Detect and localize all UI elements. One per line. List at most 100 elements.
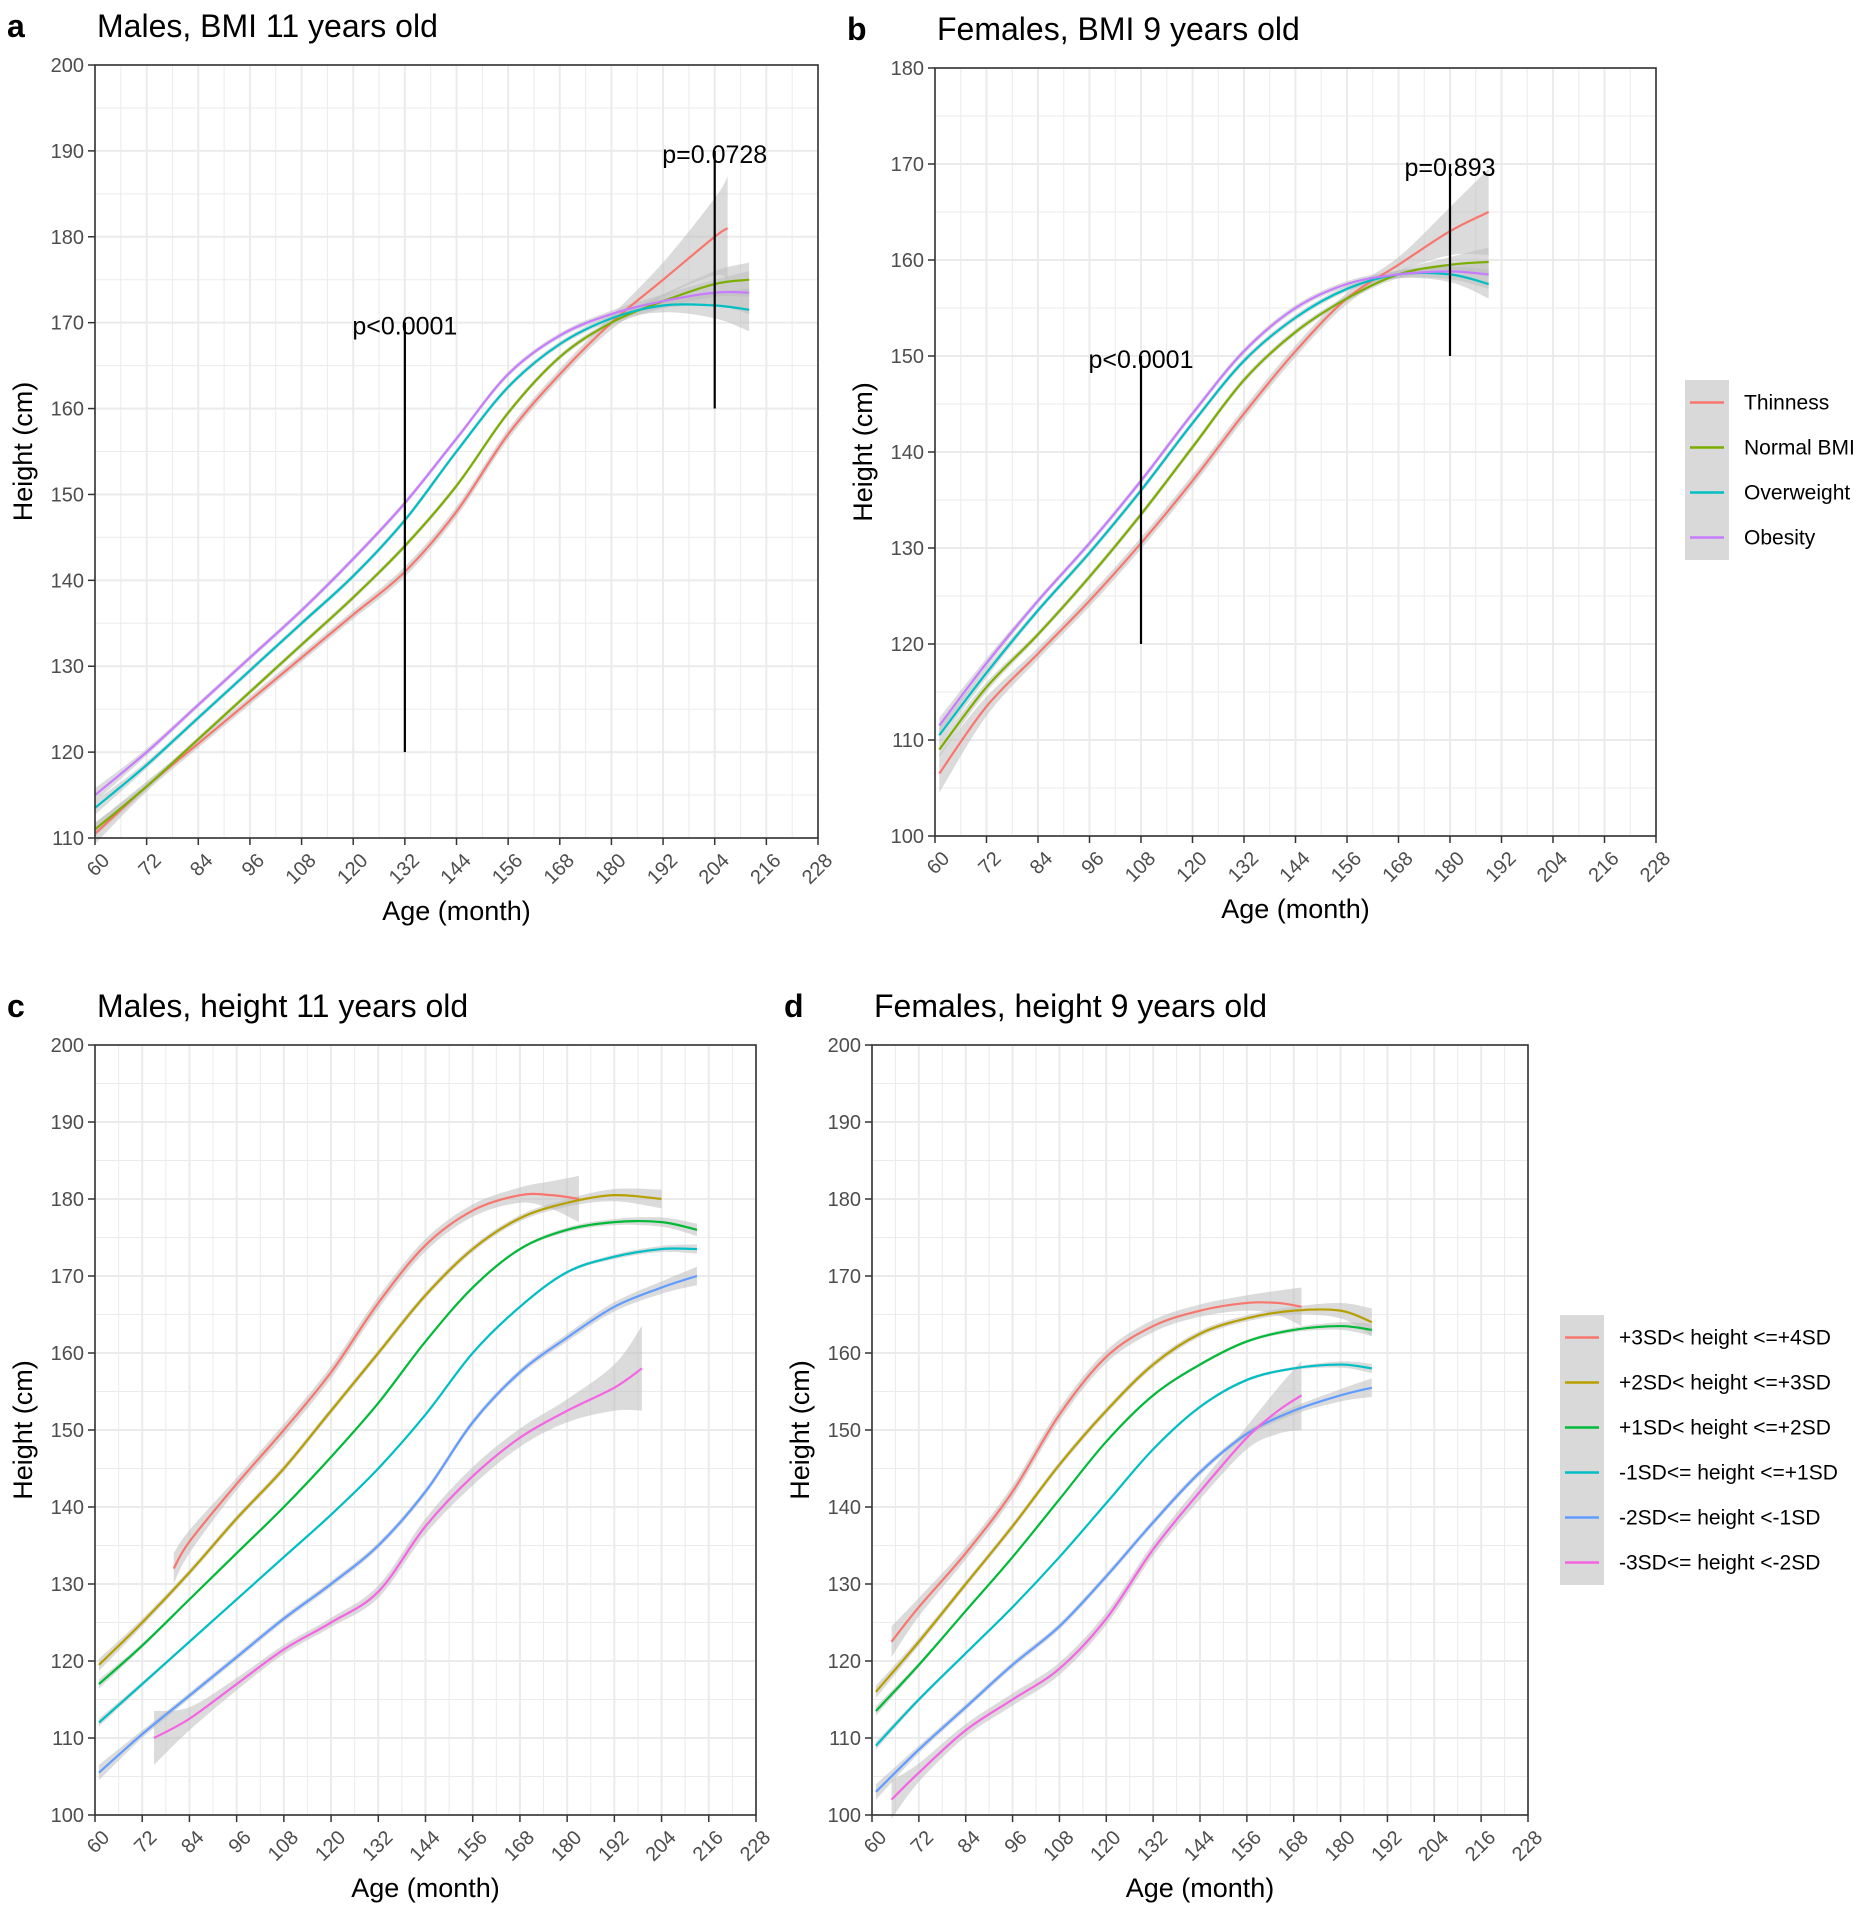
legend-label-overweight: Overweight [1744,482,1850,505]
x-axis-title: Age (month) [382,896,531,926]
legend-label-sd_m3_m2: -3SD<= height <-2SD [1619,1552,1820,1575]
series-line-obesity [938,270,1489,727]
y-tick-label: 180 [51,1189,84,1211]
x-tick-label: 144 [405,1827,444,1866]
y-tick-label: 170 [51,313,84,335]
x-tick-label: 72 [907,1827,938,1858]
chart-title: Females, height 9 years old [874,988,1267,1024]
y-axis-title: Height (cm) [8,382,38,522]
series-line-obesity [94,290,750,796]
y-tick-label: 160 [891,250,924,272]
x-tick-label: 192 [643,850,682,889]
panel-letter: b [847,11,867,47]
series-line-sd_p1_p2 [875,1324,1372,1712]
x-tick-label: 144 [436,850,475,889]
annotation-label: p=0.0728 [662,141,767,169]
y-tick-label: 130 [51,1574,84,1596]
x-tick-label: 72 [974,848,1005,879]
x-tick-label: 84 [954,1827,985,1858]
y-axis-title: Height (cm) [8,1360,38,1500]
y-tick-label: 110 [829,1728,861,1750]
series-line-normal_bmi [94,278,750,831]
y-tick-label: 130 [51,656,84,678]
series-line-sd_m2_m1 [875,1386,1373,1793]
x-tick-label: 132 [1133,1827,1172,1866]
y-tick-label: 100 [891,826,924,848]
y-axis-title: Height (cm) [785,1360,815,1500]
x-tick-label: 108 [282,850,321,889]
legend-height: +3SD< height <=+4SD +2SD< height <=+3SD +1… [1560,1315,1838,1585]
x-tick-label: 204 [1414,1827,1453,1866]
y-tick-label: 160 [51,1343,84,1365]
legend-label-normal_bmi: Normal BMI [1744,437,1855,460]
x-tick-label: 192 [594,1827,633,1866]
x-tick-label: 120 [333,850,372,889]
x-tick-label: 156 [1227,1827,1266,1866]
y-tick-label: 180 [891,58,924,80]
y-tick-label: 180 [51,227,84,249]
x-tick-label: 96 [225,1827,256,1858]
x-tick-label: 204 [695,850,734,889]
y-tick-label: 160 [828,1343,861,1365]
legend-label-sd_p3_p4: +3SD< height <=+4SD [1619,1327,1831,1350]
x-tick-label: 132 [385,850,424,889]
x-tick-label: 60 [860,1827,891,1858]
x-tick-label: 168 [1378,848,1417,887]
chart-panel-c: 100 110 120 130 140 150 160 170 180 190 200 60 72 84 9… [7,988,775,1903]
x-tick-label: 96 [1000,1827,1031,1858]
y-tick-label: 170 [828,1266,861,1288]
x-tick-label: 60 [83,850,114,881]
series-line-sd_p2_p3 [98,1194,662,1666]
annotation-label: p=0.893 [1404,154,1495,182]
x-tick-label: 156 [1327,848,1366,887]
x-tick-label: 120 [1086,1827,1125,1866]
y-axis-title: Height (cm) [848,382,878,522]
x-tick-label: 228 [736,1827,775,1866]
y-tick-label: 200 [51,1035,84,1057]
y-tick-label: 160 [51,399,84,421]
x-tick-label: 132 [358,1827,397,1866]
x-tick-label: 168 [500,1827,539,1866]
x-tick-label: 228 [798,850,837,889]
series-line-thinness [94,227,729,835]
chart-title: Males, height 11 years old [97,988,468,1024]
panel-letter: d [784,988,804,1024]
legend-label-sd_p2_p3: +2SD< height <=+3SD [1619,1372,1831,1395]
x-tick-label: 156 [488,850,527,889]
y-tick-label: 150 [51,484,84,506]
y-tick-label: 120 [51,742,84,764]
series-line-sd_m1_p1 [98,1247,697,1724]
y-tick-label: 150 [828,1420,861,1442]
y-tick-label: 110 [52,1728,84,1750]
y-tick-label: 190 [51,1112,84,1134]
series-line-sd_m2_m1 [98,1274,698,1774]
x-tick-label: 132 [1224,848,1263,887]
x-tick-label: 144 [1275,848,1314,887]
x-tick-label: 216 [746,850,785,889]
series-line-sd_p1_p2 [98,1220,698,1685]
y-tick-label: 140 [828,1497,861,1519]
x-tick-label: 168 [1274,1827,1313,1866]
x-tick-label: 108 [1039,1827,1078,1866]
x-tick-label: 144 [1180,1827,1219,1866]
y-tick-label: 140 [51,570,84,592]
x-tick-label: 120 [1172,848,1211,887]
y-tick-label: 170 [891,154,924,176]
x-tick-label: 120 [311,1827,350,1866]
x-tick-label: 192 [1481,848,1520,887]
y-tick-label: 100 [828,1805,861,1827]
x-tick-label: 108 [1121,848,1160,887]
panel-letter: a [7,8,25,44]
legend-label-sd_p1_p2: +1SD< height <=+2SD [1619,1417,1831,1440]
y-tick-label: 140 [891,442,924,464]
x-tick-label: 84 [1026,848,1057,879]
chart-panel-b: p<0.0001 p=0.893 100 110 120 130 140 150 160 170 1… [847,11,1675,924]
legend-label-obesity: Obesity [1744,527,1816,550]
y-tick-label: 140 [51,1497,84,1519]
chart-panel-d: 100 110 120 130 140 150 160 170 180 190 200 60 72 84 9… [784,988,1547,1903]
x-tick-label: 72 [135,850,166,881]
series-line-overweight [94,303,750,809]
y-tick-label: 150 [51,1420,84,1442]
x-tick-label: 216 [1461,1827,1500,1866]
